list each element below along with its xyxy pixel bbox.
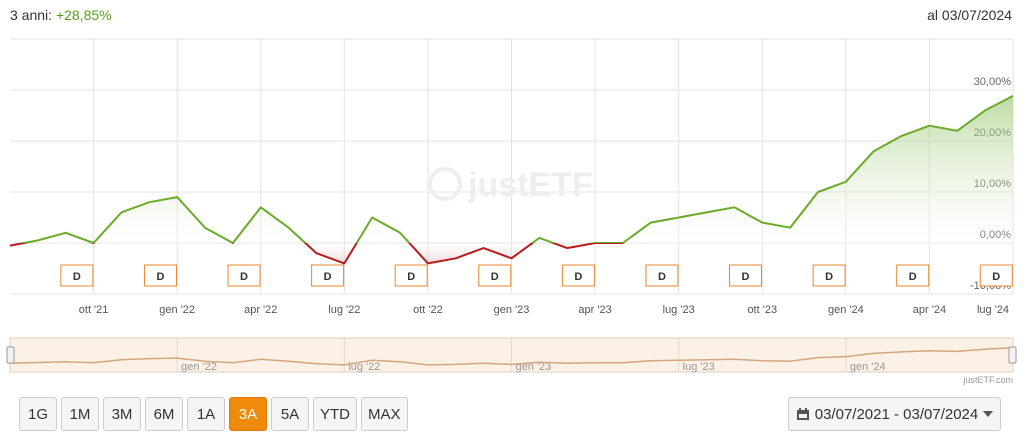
caret xyxy=(983,411,994,417)
period-label: 3 anni: xyxy=(10,7,53,23)
range-button[interactable]: 1G xyxy=(19,397,57,431)
dividend-label: D xyxy=(73,271,81,283)
dividend-label: D xyxy=(574,271,582,283)
range-button[interactable]: 5A xyxy=(271,397,309,431)
dividend-label: D xyxy=(658,271,666,283)
dividend-label: D xyxy=(825,271,833,283)
dividend-flag xyxy=(645,264,679,287)
x-tick-label: ott '21 xyxy=(79,304,109,316)
dividend-flag xyxy=(896,264,930,287)
x-tick-label: gen '22 xyxy=(159,304,195,316)
watermark-logo xyxy=(428,167,462,201)
dividend-label: D xyxy=(742,271,750,283)
chart: -10,00%0,00%10,00%20,00%30,00%ott '21gen… xyxy=(6,38,1017,385)
dividend-flag xyxy=(729,264,763,287)
x-tick-label: lug '23 xyxy=(663,304,695,316)
x-tick-label: gen '23 xyxy=(494,304,530,316)
range-button[interactable]: YTD xyxy=(313,397,357,431)
change: +28,85% xyxy=(55,7,112,23)
range-buttons: 1G 1M 3M 6M 1A 3A 5A YTD MAX xyxy=(19,397,408,431)
x-tick-label: lug '22 xyxy=(328,304,360,316)
x-tick-label: apr '23 xyxy=(578,304,611,316)
as-of: al 03/07/2024 xyxy=(927,7,1012,23)
range-button[interactable]: MAX xyxy=(361,397,408,431)
series-area xyxy=(10,95,1013,264)
range-button[interactable]: 3A xyxy=(229,397,267,431)
navigator-line xyxy=(9,347,1014,366)
navigator-tick-label: lug '23 xyxy=(683,361,715,373)
header-left: 3 anni: +28,85% xyxy=(10,7,112,23)
dividend-label: D xyxy=(909,271,917,283)
dividend-flag xyxy=(227,264,261,287)
navigator-tick-label: gen '22 xyxy=(181,361,217,373)
dividend-label: D xyxy=(240,271,248,283)
range-button[interactable]: 6M xyxy=(145,397,183,431)
dividend-label: D xyxy=(992,271,1000,283)
date-range: 03/07/2021 - 03/07/2024 xyxy=(814,405,979,423)
dividend-flag xyxy=(311,264,345,287)
x-tick-label: apr '22 xyxy=(244,304,277,316)
dividend-flag xyxy=(812,264,846,287)
dividend-flag xyxy=(60,264,94,287)
range-button[interactable]: 1M xyxy=(61,397,99,431)
dividend-flag xyxy=(478,264,512,287)
dividend-flag xyxy=(394,264,428,287)
x-tick-label: apr '24 xyxy=(913,304,946,316)
x-tick-label: gen '24 xyxy=(828,304,864,316)
y-tick-label: 30,00% xyxy=(974,76,1012,88)
dividend-flag xyxy=(143,264,177,287)
dividend-label: D xyxy=(407,271,415,283)
dividend-flag xyxy=(561,264,595,287)
date-range-picker[interactable]: 03/07/2021 - 03/07/2024 xyxy=(788,397,1001,431)
navigator-tick-label: lug '22 xyxy=(348,361,380,373)
navigator-handle xyxy=(6,346,15,364)
x-tick-label: lug '24 xyxy=(977,304,1009,316)
navigator-tick-label: gen '24 xyxy=(850,361,886,373)
navigator-handle xyxy=(1008,346,1017,364)
range-button[interactable]: 1A xyxy=(187,397,225,431)
x-tick-label: ott '22 xyxy=(413,304,443,316)
calendar-icon xyxy=(796,408,809,420)
watermark: justETF xyxy=(467,166,593,204)
dividend-label: D xyxy=(491,271,499,283)
dividend-label: D xyxy=(324,271,332,283)
series-line xyxy=(9,95,1014,265)
dividend-label: D xyxy=(156,271,164,283)
x-tick-label: ott '23 xyxy=(747,304,777,316)
range-button[interactable]: 3M xyxy=(103,397,141,431)
dividend-flag xyxy=(979,264,1013,287)
credit: justETF.com xyxy=(962,375,1013,385)
